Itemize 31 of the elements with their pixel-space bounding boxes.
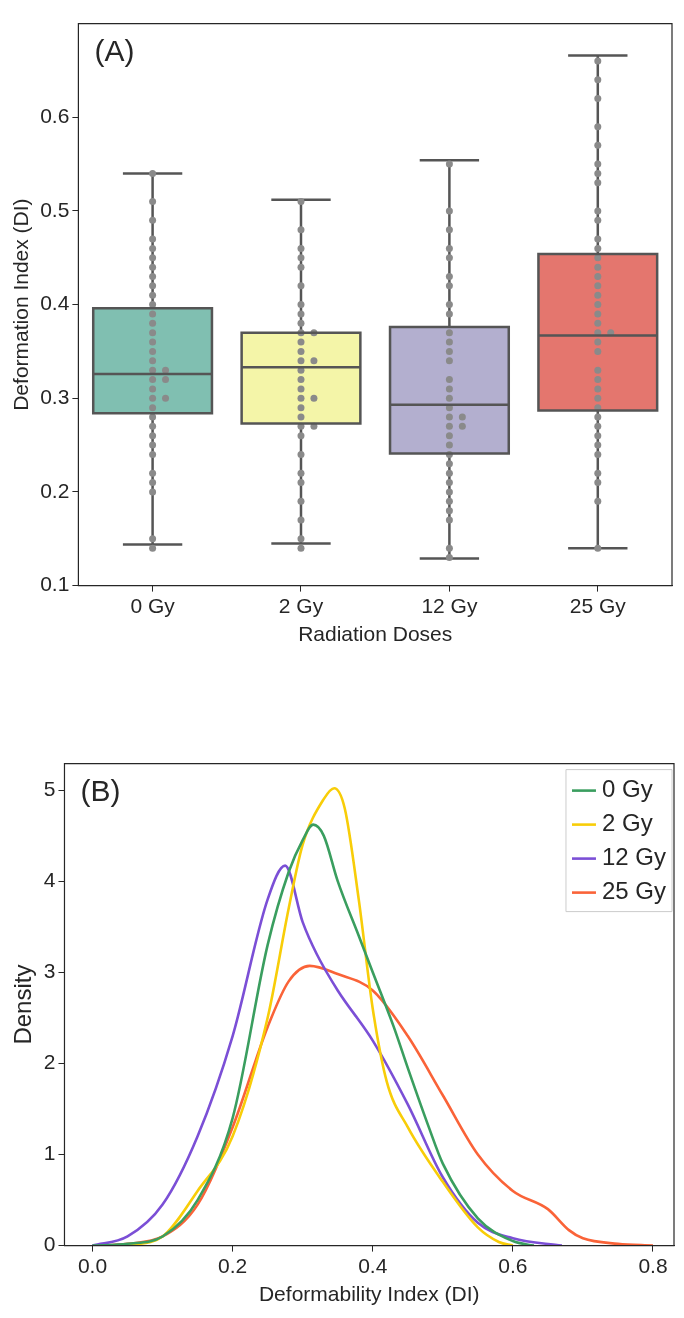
- x-axis-title: Radiation Doses: [298, 622, 453, 646]
- x-axis-title: Deformability Index (DI): [258, 1282, 480, 1306]
- x-tick-label: 25 Gy: [569, 594, 627, 617]
- y-tick-label: 2: [43, 1050, 56, 1074]
- y-tick-label: 0: [43, 1232, 56, 1256]
- y-tick-label: 0.4: [40, 291, 70, 315]
- y-tick-label: 5: [43, 776, 56, 800]
- legend-label: 12 Gy: [601, 843, 666, 871]
- y-tick-label: 0.5: [40, 197, 70, 221]
- y-tick-label: 0.1: [40, 572, 70, 596]
- x-tick-label: 0.0: [77, 1254, 108, 1277]
- y-axis-title: Deformation Index (DI): [9, 198, 33, 411]
- x-tick-label: 0.6: [498, 1254, 528, 1277]
- x-tick-label: 12 Gy: [421, 594, 478, 617]
- annotation: (B): [80, 773, 121, 807]
- legend-label: 25 Gy: [601, 877, 666, 905]
- x-tick-label: 0.4: [358, 1254, 388, 1277]
- y-tick-label: 1: [43, 1141, 56, 1165]
- x-tick-label: 0.8: [638, 1254, 668, 1277]
- x-tick-label: 0 Gy: [130, 594, 176, 617]
- y-tick-label: 4: [43, 867, 56, 891]
- x-tick-label: 0.2: [218, 1254, 248, 1277]
- y-tick-label: 0.2: [40, 478, 70, 502]
- y-tick-label: 0.3: [40, 385, 70, 409]
- annotation: (A): [94, 33, 135, 67]
- legend-label: 0 Gy: [601, 775, 653, 803]
- y-tick-label: 0.6: [40, 104, 70, 128]
- y-tick-label: 3: [43, 959, 56, 983]
- x-tick-label: 2 Gy: [278, 594, 324, 617]
- legend-label: 2 Gy: [601, 809, 653, 837]
- y-axis-title: Density: [9, 964, 37, 1045]
